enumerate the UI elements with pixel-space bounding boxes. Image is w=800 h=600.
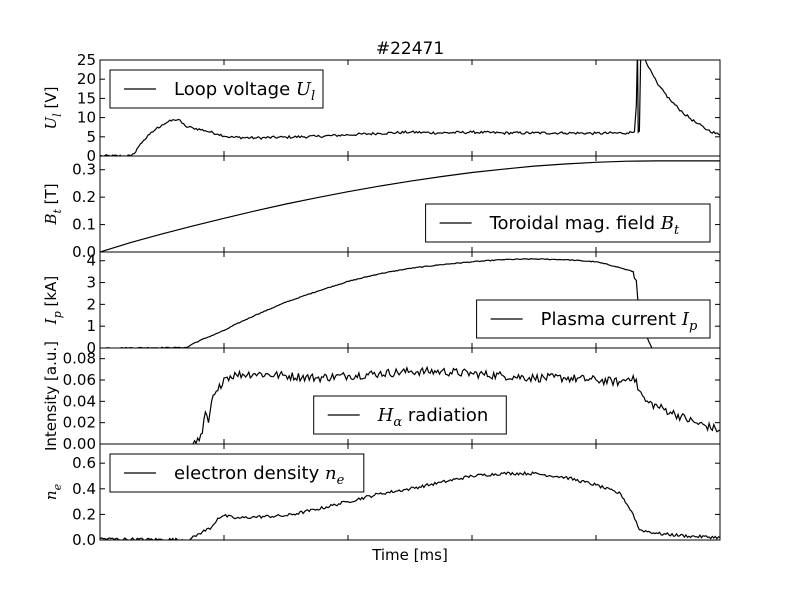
legend-label: Plasma current Ip	[541, 309, 698, 334]
y-axis-label-panel-4: Intensity [a.u.]	[42, 341, 60, 451]
y-tick-label: 0.0	[72, 243, 96, 261]
y-tick-label: 25	[77, 51, 96, 69]
legend-label: electron density ne	[174, 463, 345, 488]
figure-title: #22471	[376, 39, 444, 59]
legend-panel-1: Loop voltage Ul	[109, 69, 324, 109]
legend-box	[476, 299, 711, 339]
y-tick-label: 0.3	[72, 161, 96, 179]
series-line-panel-3	[100, 257, 653, 348]
panel-frame	[99, 443, 721, 541]
y-axis-label-panel-1: Ul [V]	[42, 87, 64, 130]
y-tick-label: 3	[86, 274, 96, 292]
y-tick-label: 5	[86, 128, 96, 146]
legend-panel-5: electron density ne	[109, 453, 365, 493]
panel-3: 0 1 2 3 4 Ip [kA] Plasma current Ip	[42, 251, 721, 357]
legend-label: Hα radiation	[377, 405, 489, 430]
series-line-panel-5	[100, 470, 720, 540]
panel-5: 0.0 0.2 0.4 0.6 ne electron density ne	[42, 443, 721, 549]
y-tick-label: 0.2	[72, 188, 96, 206]
panel-2: 0.0 0.1 0.2 0.3 Bt [T] Toroidal mag. field Bt	[42, 155, 721, 261]
y-tick-label: 1	[86, 317, 96, 335]
y-tick-label: 10	[77, 109, 96, 127]
y-tick-label: 0.08	[63, 350, 96, 368]
legend-box	[425, 203, 711, 243]
legend-panel-3: Plasma current Ip	[476, 299, 711, 339]
legend-panel-2: Toroidal mag. field Bt	[425, 203, 711, 243]
legend-label: Loop voltage Ul	[174, 79, 315, 104]
y-tick-label: 0	[86, 339, 96, 357]
y-tick-label: 0.1	[72, 216, 96, 234]
y-tick-label: 0.06	[63, 371, 96, 389]
y-tick-label: 0.02	[63, 414, 96, 432]
series-line-panel-2	[100, 160, 720, 252]
y-tick-label: 0	[86, 147, 96, 165]
y-axis-label-panel-5: ne	[42, 483, 64, 500]
y-tick-label: 0.0	[72, 531, 96, 549]
y-axis-label-panel-2: Bt [T]	[42, 183, 64, 225]
y-tick-label: 0.4	[72, 480, 96, 498]
y-tick-label: 0.6	[72, 454, 96, 472]
x-axis-label: Time [ms]	[371, 546, 448, 564]
y-tick-label: 2	[86, 295, 96, 313]
y-tick-label: 0.2	[72, 505, 96, 523]
series-line-panel-1	[100, 60, 720, 156]
y-tick-label: 4	[86, 252, 96, 270]
y-tick-label: 0.04	[63, 392, 96, 410]
y-axis-label-panel-3: Ip [kA]	[42, 276, 64, 325]
legend-label: Toroidal mag. field Bt	[489, 213, 680, 238]
y-tick-label: 20	[77, 70, 96, 88]
series-line-panel-4	[192, 365, 720, 444]
y-tick-label: 0.00	[63, 435, 96, 453]
legend-panel-4: Hα radiation	[313, 395, 507, 435]
y-tick-label: 15	[77, 89, 96, 107]
